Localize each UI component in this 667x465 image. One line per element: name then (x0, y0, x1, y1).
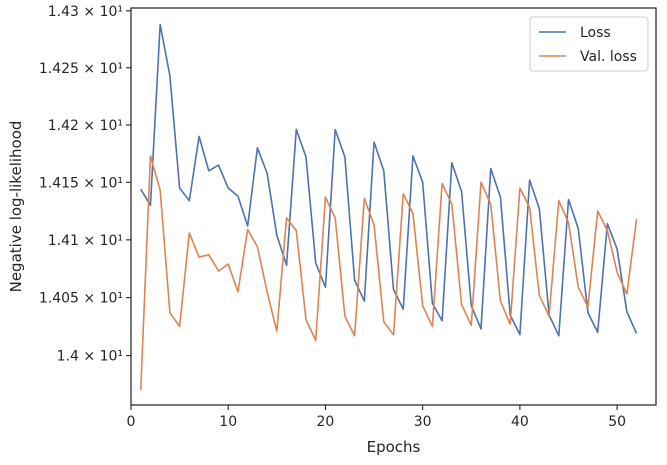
legend-frame (529, 16, 649, 72)
series-layer (139, 23, 638, 391)
y-tick-label: 1.415 × 10¹ (39, 175, 123, 191)
legend-label-loss: Loss (580, 25, 611, 41)
y-tick-label: 1.41 × 10¹ (48, 233, 123, 249)
x-axis-ticks: 0 10 20 30 40 50 (127, 405, 626, 430)
y-axis-label: Negative log-likelihood (7, 121, 25, 293)
x-tick-label: 10 (219, 414, 237, 430)
x-axis-label: Epochs (367, 438, 421, 456)
x-tick-label: 20 (317, 414, 335, 430)
y-tick-label: 1.4 × 10¹ (57, 349, 123, 365)
y-tick-label: 1.42 × 10¹ (48, 118, 123, 134)
x-tick-label: 50 (608, 414, 626, 430)
y-tick-label: 1.43 × 10¹ (48, 4, 123, 20)
y-tick-label: 1.405 × 10¹ (39, 291, 123, 307)
legend: Loss Val. loss (529, 16, 649, 72)
y-tick-label: 1.425 × 10¹ (39, 61, 123, 77)
series-line-loss (140, 23, 638, 337)
legend-label-val-loss: Val. loss (580, 49, 637, 65)
series-line-val-loss (139, 155, 638, 391)
plot-frame (130, 7, 657, 406)
x-tick-label: 40 (511, 414, 529, 430)
y-axis-ticks: 1.4 × 10¹ 1.405 × 10¹ 1.41 × 10¹ 1.415 × 10… (39, 4, 131, 365)
x-tick-label: 30 (414, 414, 432, 430)
x-tick-label: 0 (127, 414, 136, 430)
